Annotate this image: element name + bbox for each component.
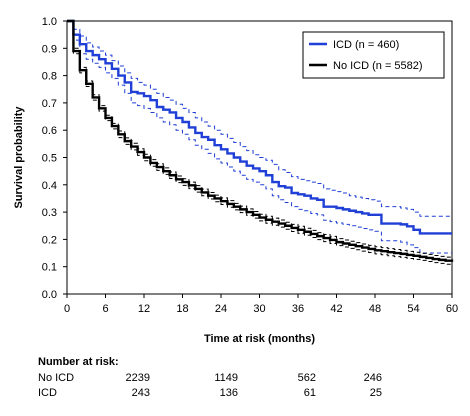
y-tick-label: 1.0 — [42, 16, 57, 28]
x-tick-label: 42 — [330, 303, 342, 315]
legend-label: No ICD (n = 5582) — [333, 60, 423, 72]
legend: ICD (n = 460) No ICD (n = 5582) — [302, 31, 445, 79]
x-tick-label: 18 — [176, 303, 188, 315]
survival-chart: 0 6 12 18 24 30 36 42 48 54 60 0.0 0.1 0.2 0.3 0.4 0.5 0.… — [13, 16, 458, 345]
survival-line — [67, 19, 452, 235]
y-tick-label: 0.5 — [42, 153, 57, 165]
y-tick-label: 0.7 — [42, 98, 57, 110]
ci-lower-line — [67, 20, 452, 254]
risk-table-title: Number at risk: — [38, 356, 119, 368]
ci-upper-line — [67, 20, 452, 217]
series-layer — [67, 19, 454, 266]
y-tick-label: 0.9 — [42, 43, 57, 55]
risk-value: 562 — [297, 372, 316, 384]
y-tick-label: 0.8 — [42, 71, 57, 83]
y-tick-label: 0.1 — [42, 262, 57, 274]
y-axis-title: Survival probability — [13, 106, 25, 209]
risk-value: 246 — [363, 372, 382, 384]
risk-row-label: ICD — [38, 387, 57, 399]
x-tick-label: 6 — [102, 303, 108, 315]
survival-line — [67, 19, 454, 262]
risk-value: 1149 — [214, 372, 238, 384]
x-tick-label: 60 — [446, 303, 458, 315]
series-icd — [67, 19, 452, 254]
y-tick-label: 0.0 — [42, 289, 57, 301]
risk-row-no-icd: No ICD 2239 1149 562 246 — [38, 372, 458, 386]
risk-row-label: No ICD — [38, 372, 75, 384]
x-tick-label: 24 — [215, 303, 227, 315]
x-tick-label: 36 — [292, 303, 304, 315]
y-tick-label: 0.6 — [42, 125, 57, 137]
risk-value: 2239 — [125, 372, 150, 384]
x-tick-label: 54 — [407, 303, 419, 315]
x-tick-label: 12 — [138, 303, 150, 315]
risk-row-icd: ICD 243 136 61 25 — [38, 387, 458, 401]
x-tick-label: 0 — [64, 303, 70, 315]
risk-value: 243 — [131, 387, 150, 399]
x-axis-title: Time at risk (months) — [204, 333, 315, 345]
legend-label: ICD (n = 460) — [333, 39, 399, 51]
y-tick-label: 0.2 — [42, 234, 57, 246]
x-tick-label: 30 — [253, 303, 265, 315]
y-tick-label: 0.3 — [42, 207, 57, 219]
legend-box — [302, 31, 445, 79]
axes: 0 6 12 18 24 30 36 42 48 54 60 0.0 0.1 0.2 0.3 0.4 0.5 0.… — [42, 16, 458, 315]
risk-value: 25 — [369, 387, 382, 399]
risk-value: 61 — [303, 387, 316, 399]
x-tick-label: 48 — [369, 303, 381, 315]
series-no-icd — [67, 19, 454, 266]
ci-lower-line — [67, 20, 453, 266]
risk-value: 136 — [219, 387, 238, 399]
y-tick-label: 0.4 — [42, 180, 57, 192]
